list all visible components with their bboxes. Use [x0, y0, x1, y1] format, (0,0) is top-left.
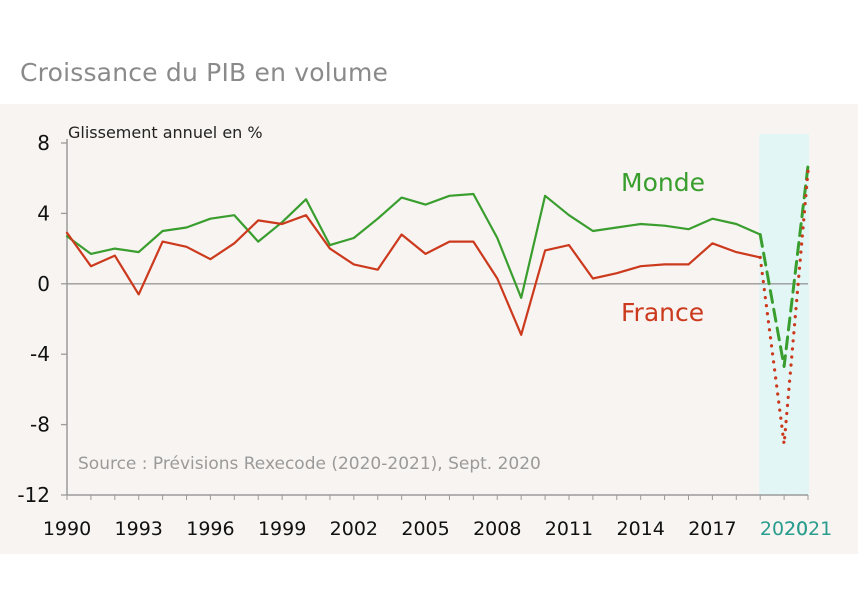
source-note: Source : Prévisions Rexecode (2020-2021)… — [78, 454, 541, 474]
x-tick-label: 2017 — [688, 518, 736, 540]
x-tick-label: 2021 — [784, 518, 832, 540]
x-tick-label: 2002 — [330, 518, 378, 540]
x-tick-label: 1996 — [186, 518, 234, 540]
x-tick-label: 2005 — [401, 518, 449, 540]
x-tick-label: 1993 — [115, 518, 163, 540]
x-tick-label: 2011 — [545, 518, 593, 540]
y-tick-label: 8 — [37, 131, 50, 155]
y-tick-label: 4 — [37, 201, 50, 225]
y-tick-label: -4 — [30, 342, 50, 366]
plot-background — [0, 104, 858, 554]
y-axis-label: Glissement annuel en % — [68, 123, 263, 142]
x-tick-label: 1999 — [258, 518, 306, 540]
y-tick-label: -8 — [30, 413, 50, 437]
x-ticks: 1990 1993 1996 1999 2002 2005 2008 2011 2014 2017… — [43, 495, 832, 540]
y-tick-label: -12 — [17, 483, 50, 507]
series-lines — [65, 164, 810, 446]
series-label-monde: Monde — [621, 168, 705, 197]
page-title: Croissance du PIB en volume — [20, 58, 389, 87]
y-ticks: 8 4 0 -4 -8 -12 — [17, 131, 67, 507]
x-tick-label: 1990 — [43, 518, 91, 540]
x-tick-label: 2014 — [616, 518, 664, 540]
x-tick-label: 2008 — [473, 518, 521, 540]
series-label-france: France — [621, 298, 704, 327]
series-line-monde-pr-vision — [758, 164, 810, 368]
series-line-france — [65, 214, 762, 336]
y-tick-label: 0 — [37, 272, 50, 296]
x-tick-label: 2020 — [760, 518, 808, 540]
series-line-monde — [65, 192, 762, 299]
